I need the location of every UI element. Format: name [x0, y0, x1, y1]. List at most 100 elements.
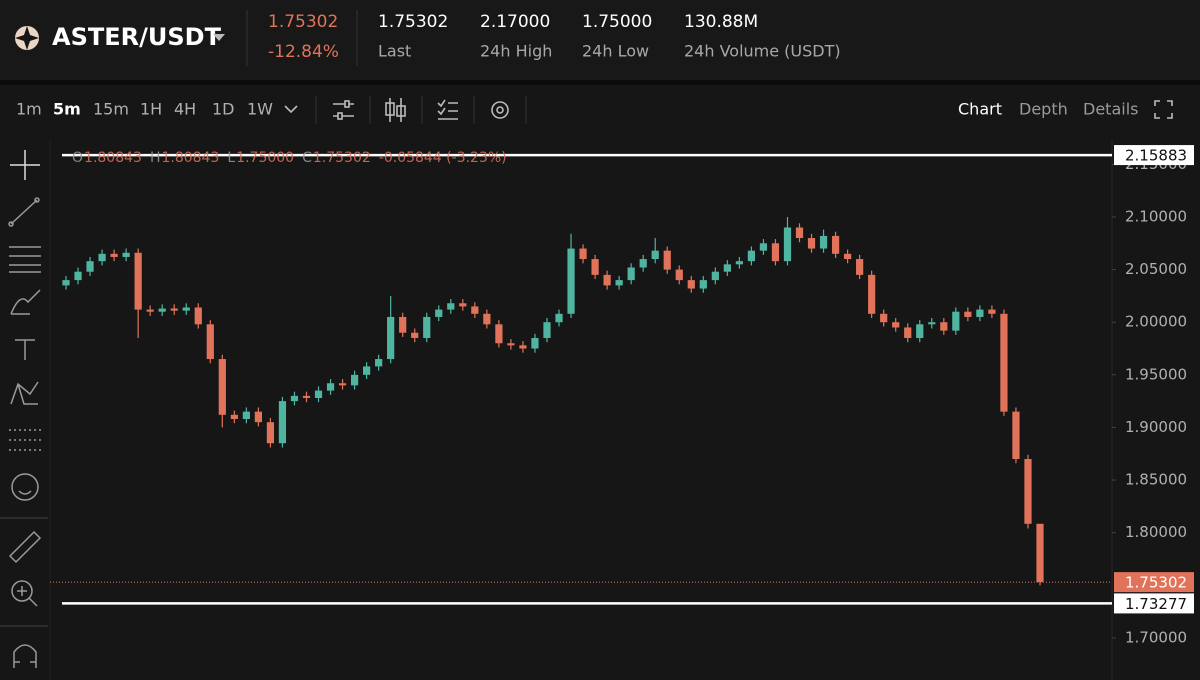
- candle-body: [302, 395, 311, 398]
- candle-body: [735, 261, 743, 265]
- candle-body: [435, 309, 443, 317]
- candle-body: [940, 322, 948, 331]
- forecast-tool[interactable]: [9, 429, 41, 451]
- indicator-icon[interactable]: [333, 100, 354, 120]
- ohlc-item: 1.80843: [161, 150, 219, 166]
- candle-body: [831, 235, 840, 254]
- list-icon[interactable]: [437, 99, 458, 120]
- candle-body: [459, 303, 467, 307]
- candle-body: [218, 359, 226, 415]
- pair-name[interactable]: ASTER/USDT: [52, 23, 222, 51]
- ohlc-item: C: [302, 150, 312, 166]
- interval-button[interactable]: 1D: [212, 100, 235, 119]
- candle-body: [711, 271, 719, 281]
- zoom-tool[interactable]: [11, 580, 33, 602]
- candle-body: [783, 227, 792, 262]
- candle-body: [723, 264, 731, 272]
- fullscreen-icon[interactable]: [1154, 100, 1173, 119]
- candle-body: [976, 309, 984, 317]
- header-divider: [0, 80, 1200, 85]
- view-tabs: Chart Depth Details: [958, 100, 1138, 119]
- candle-body: [483, 313, 491, 325]
- candle-body: [411, 332, 419, 338]
- candle-body: [699, 280, 707, 289]
- candle-body: [86, 261, 94, 272]
- candle-body: [759, 243, 768, 251]
- candle-body: [819, 235, 828, 249]
- stat-label: Last: [378, 42, 411, 61]
- candle-body: [543, 322, 551, 338]
- brush-tool[interactable]: [10, 289, 41, 315]
- candle-body: [892, 322, 900, 328]
- fib-tool[interactable]: [9, 246, 41, 273]
- candle-body: [338, 383, 347, 386]
- more-intervals[interactable]: [284, 105, 298, 114]
- emoji-tool[interactable]: [11, 473, 39, 501]
- candle-body: [134, 252, 142, 310]
- candle-body: [519, 345, 527, 349]
- candle-body: [531, 337, 539, 349]
- candle-type-icon[interactable]: [385, 98, 406, 122]
- candle-body: [182, 307, 190, 311]
- trendline-tool-handle: [34, 197, 40, 203]
- y-tick-label: 2.00000: [1125, 313, 1187, 331]
- candle-body: [314, 390, 323, 398]
- candle-body: [1000, 313, 1008, 412]
- trendline-tool[interactable]: [10, 199, 38, 225]
- candle-body: [555, 313, 563, 323]
- coin-icon: [15, 26, 39, 50]
- view-tab[interactable]: Chart: [958, 100, 1002, 119]
- candle-body: [278, 401, 287, 444]
- candle-body: [230, 414, 238, 420]
- interval-button[interactable]: 5m: [53, 100, 81, 119]
- last-price-label: 1.75302: [1125, 574, 1187, 592]
- y-tick-label: 1.70000: [1125, 628, 1187, 646]
- interval-button[interactable]: 1H: [140, 100, 162, 119]
- settings-icon[interactable]: [491, 101, 509, 119]
- view-tab[interactable]: Details: [1083, 100, 1138, 119]
- candle-body: [254, 411, 263, 423]
- last-price-tag: [1114, 572, 1194, 593]
- pattern-tool[interactable]: [10, 381, 39, 405]
- candle-body: [350, 374, 359, 386]
- ohlc-item: O: [72, 150, 83, 166]
- candle-body: [603, 274, 611, 286]
- interval-selector: 1m 5m 15m 1H 4H 1D 1W: [16, 100, 273, 119]
- magnet-tool[interactable]: [13, 644, 37, 668]
- candle-body: [146, 309, 154, 312]
- candle-body: [880, 313, 888, 323]
- crosshair-tool[interactable]: [10, 150, 40, 180]
- candle-body: [326, 383, 335, 391]
- horizontal-line-label: 1.73277: [1125, 595, 1187, 613]
- candle-body: [122, 252, 130, 257]
- candle-body: [495, 324, 503, 344]
- price-change: -12.84%: [268, 42, 339, 62]
- view-tab[interactable]: Depth: [1019, 100, 1068, 119]
- candle-body: [423, 316, 431, 338]
- candle-body: [843, 253, 852, 260]
- ruler-tool[interactable]: [8, 530, 42, 564]
- candle-body: [591, 259, 599, 275]
- candle-body: [579, 248, 587, 260]
- interval-button[interactable]: 1m: [16, 100, 42, 119]
- interval-button[interactable]: 4H: [174, 100, 196, 119]
- candle-body: [771, 243, 780, 262]
- y-tick-label: 2.05000: [1125, 260, 1187, 278]
- horizontal-line-tag: [1114, 145, 1194, 166]
- candle-body: [507, 343, 515, 346]
- interval-button[interactable]: 1W: [247, 100, 273, 119]
- candle-body: [98, 253, 106, 262]
- candle-body: [952, 311, 960, 331]
- candle-body: [110, 253, 118, 257]
- interval-button[interactable]: 15m: [93, 100, 129, 119]
- candle-body: [856, 259, 864, 275]
- horizontal-line-tag: [1114, 593, 1194, 614]
- pair-dropdown[interactable]: [213, 34, 225, 41]
- candle-body: [158, 308, 166, 312]
- y-tick-label: 2.10000: [1125, 207, 1187, 225]
- stat-label: 24h Low: [582, 42, 649, 61]
- text-tool[interactable]: [15, 339, 35, 360]
- candle-body: [639, 259, 647, 268]
- stat-value: 2.17000: [480, 12, 550, 32]
